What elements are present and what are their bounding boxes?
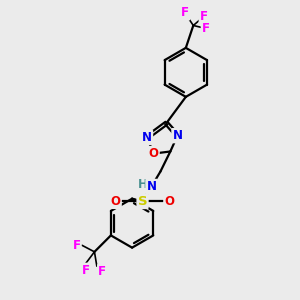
Text: F: F [200,10,208,23]
Text: F: F [98,265,106,278]
Text: O: O [148,147,159,160]
Text: F: F [82,264,89,277]
Text: N: N [172,129,182,142]
Text: F: F [73,239,80,252]
Text: H: H [138,178,148,190]
Text: O: O [164,195,174,208]
Text: S: S [138,195,147,208]
Text: O: O [111,195,121,208]
Text: N: N [142,131,152,144]
Text: F: F [181,6,189,20]
Text: F: F [202,22,210,35]
Text: N: N [146,180,157,193]
